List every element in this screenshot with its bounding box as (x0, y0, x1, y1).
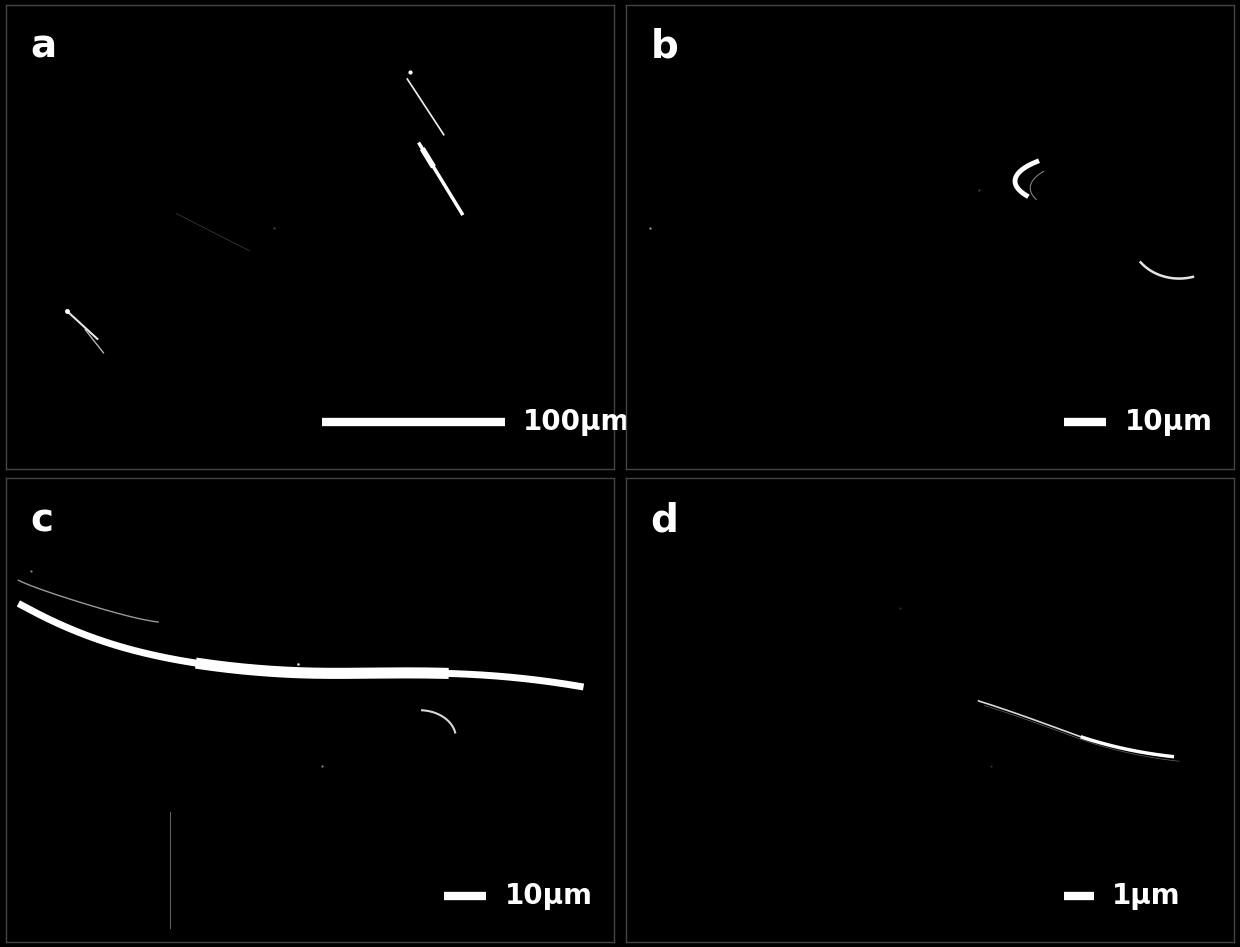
Text: c: c (31, 501, 53, 540)
Text: 1μm: 1μm (1112, 882, 1180, 910)
Text: b: b (651, 28, 678, 66)
Text: 100μm: 100μm (523, 408, 630, 437)
Text: d: d (651, 501, 678, 540)
Text: a: a (31, 28, 57, 66)
Text: 10μm: 10μm (505, 882, 593, 910)
Text: 10μm: 10μm (1125, 408, 1213, 437)
